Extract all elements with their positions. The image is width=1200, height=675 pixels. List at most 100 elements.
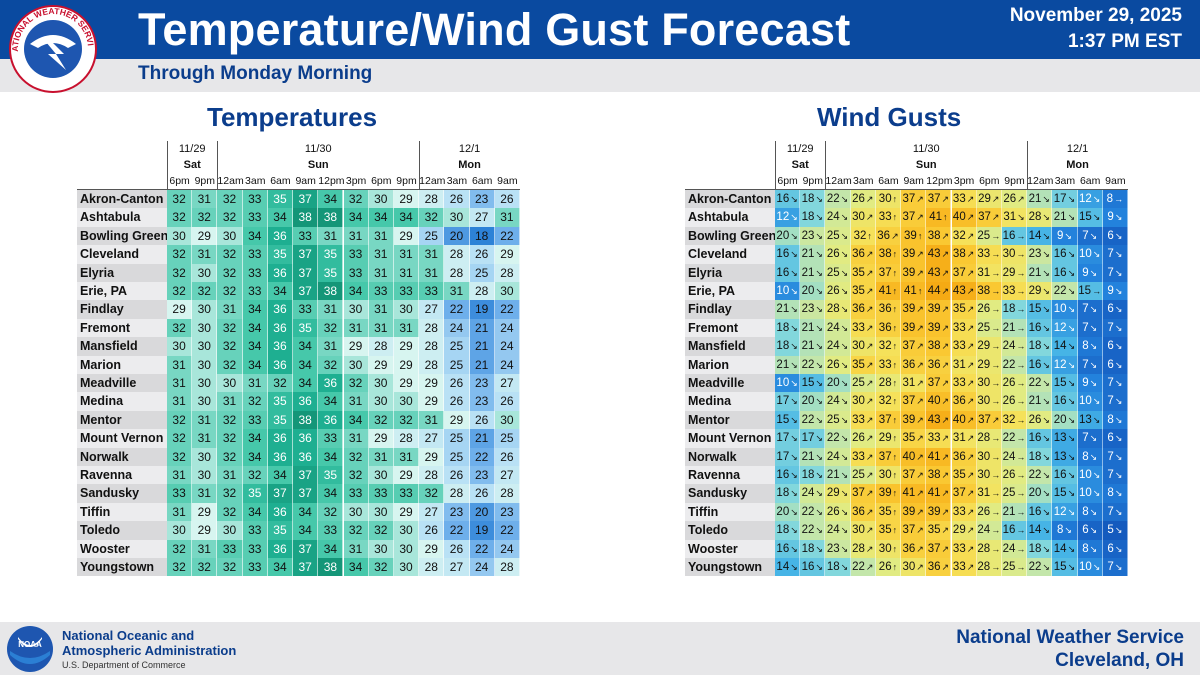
gust-cell: 35↑: [875, 502, 902, 522]
wind-direction-arrow-icon: ↗: [966, 470, 975, 480]
table-row: Mount Vernon 17↘ 17↘ 22↘ 26↗ 29↑ 35↗ 33↗ 31↗ 28→ 2…: [685, 429, 1128, 448]
wind-direction-arrow-icon: ↘: [840, 267, 849, 278]
hour-label: 9am: [903, 175, 924, 187]
gust-cell: 43↗: [926, 263, 952, 282]
gust-cell: 32→: [1001, 410, 1028, 430]
gust-cell: 22↘: [800, 521, 826, 540]
temp-cell: 36: [267, 318, 294, 338]
temp-cell: 36: [318, 374, 344, 393]
wind-direction-arrow-icon: ↗: [966, 194, 975, 204]
gust-cell: 8↘: [1102, 410, 1128, 430]
gust-cell: 32↗: [951, 226, 977, 246]
temp-cell: 28: [494, 558, 520, 577]
table-row: Tiffin 31 29 32 34 36 34 32 30 30 29 27 23 20 23: [77, 502, 520, 522]
gust-cell: 26→: [976, 502, 1002, 522]
gust-cell: 33↗: [951, 502, 977, 522]
temp-cell: 28: [419, 318, 445, 338]
temp-cell: 34: [293, 337, 319, 356]
gust-cell: 37↗: [976, 410, 1002, 430]
temp-cell: 31: [217, 466, 243, 485]
table-row: Findlay 21↘ 23↘ 28↘ 36↗ 36↑ 39↗ 39↗ 35↗ 26→ 18→ 15↘…: [685, 300, 1128, 319]
temp-cell: 21: [469, 429, 495, 448]
wind-direction-arrow-icon: ↘: [1089, 230, 1098, 241]
temp-cell: 32: [167, 208, 193, 227]
svg-text:NOAA: NOAA: [18, 640, 42, 649]
header-divider: [77, 189, 520, 190]
gust-cell: 16↘: [775, 466, 801, 485]
wind-direction-arrow-icon: ↗: [916, 304, 924, 315]
temp-cell: 32: [242, 392, 268, 411]
city-name: Findlay: [685, 300, 775, 319]
wind-direction-arrow-icon: ↗: [865, 525, 874, 536]
wind-direction-arrow-icon: ↗: [991, 194, 1000, 204]
gust-cell: 25↗: [850, 466, 876, 485]
temp-cell: 36: [293, 447, 319, 466]
day-divider: [825, 141, 827, 189]
gust-cell: 6↘: [1102, 539, 1128, 558]
temp-cell: 26: [444, 392, 470, 411]
gust-cell: 18↘: [800, 190, 826, 209]
temp-cell: 29: [393, 337, 420, 356]
temp-cell: 34: [368, 208, 394, 227]
temp-cell: 32: [167, 190, 193, 209]
wind-direction-arrow-icon: ↗: [916, 378, 924, 388]
wind-direction-arrow-icon: →: [1016, 414, 1026, 425]
wind-direction-arrow-icon: ↘: [1089, 451, 1098, 462]
gust-cell: 15↘: [1052, 484, 1078, 503]
wind-direction-arrow-icon: ↘: [790, 194, 798, 204]
wind-direction-arrow-icon: ↗: [966, 451, 975, 462]
gust-cell: 29→: [976, 355, 1002, 374]
wind-direction-arrow-icon: ↘: [1042, 451, 1050, 462]
temp-cell: 29: [192, 226, 218, 246]
gust-cell: 28→: [976, 429, 1002, 448]
temp-cell: 34: [242, 429, 268, 448]
gust-cell: 25↘: [825, 410, 851, 430]
gust-cell: 21→: [1001, 502, 1028, 522]
hour-label: 12am: [419, 175, 446, 187]
gust-cell: 15↘: [1052, 374, 1078, 393]
hour-label: 9am: [497, 175, 518, 187]
temp-cell: 30: [368, 392, 394, 411]
table-row: Findlay 29 30 31 34 36 33 31 30 31 30 27 22 19 22: [77, 300, 520, 319]
wind-direction-arrow-icon: ↗: [941, 249, 950, 260]
wind-direction-arrow-icon: ↗: [941, 267, 950, 278]
gust-cell: 7↘: [1077, 429, 1103, 448]
gust-cell: 16↘: [1027, 429, 1053, 448]
temp-cell: 33: [419, 282, 445, 301]
wind-direction-arrow-icon: ↗: [941, 488, 950, 499]
city-name: Medina: [77, 392, 167, 411]
wind-direction-arrow-icon: ↗: [966, 562, 975, 572]
table-row: Sandusky 33 31 32 35 37 37 34 33 33 33 32 28 26 28: [77, 484, 520, 503]
wind-direction-arrow-icon: ↘: [790, 543, 798, 554]
wind-direction-arrow-icon: ↗: [966, 525, 975, 536]
temp-cell: 32: [167, 410, 193, 430]
temp-cell: 29: [192, 521, 218, 540]
gust-cell: 40↗: [951, 208, 977, 227]
wind-direction-arrow-icon: ↘: [840, 286, 849, 296]
temp-cell: 34: [267, 558, 294, 577]
temp-cell: 33: [343, 245, 369, 264]
hour-label: 12am: [825, 175, 852, 187]
hour-label: 3am: [853, 175, 874, 187]
temp-cell: 34: [242, 226, 268, 246]
gust-cell: 7↘: [1077, 300, 1103, 319]
gust-cell: 30→: [976, 374, 1002, 393]
wind-direction-arrow-icon: ↘: [815, 488, 823, 499]
temp-cell: 29: [192, 502, 218, 522]
temp-cell: 25: [469, 263, 495, 282]
wind-direction-arrow-icon: ↘: [1042, 488, 1050, 499]
wind-direction-arrow-icon: ↗: [941, 396, 950, 407]
gust-cell: 26→: [976, 300, 1002, 319]
temp-cell: 29: [419, 392, 445, 411]
day-divider: [217, 141, 219, 189]
wind-direction-arrow-icon: ↘: [1067, 414, 1076, 425]
wind-direction-arrow-icon: ↘: [790, 433, 798, 444]
gust-cell: 22↘: [1027, 374, 1053, 393]
wind-direction-arrow-icon: ↗: [916, 396, 924, 407]
office-location: Cleveland, OH: [1055, 650, 1184, 671]
city-name: Akron-Canton: [685, 190, 775, 209]
gust-cell: 25↗: [850, 374, 876, 393]
temp-cell: 31: [368, 300, 394, 319]
temp-cell: 28: [444, 263, 470, 282]
wind-direction-arrow-icon: ↗: [916, 341, 924, 352]
